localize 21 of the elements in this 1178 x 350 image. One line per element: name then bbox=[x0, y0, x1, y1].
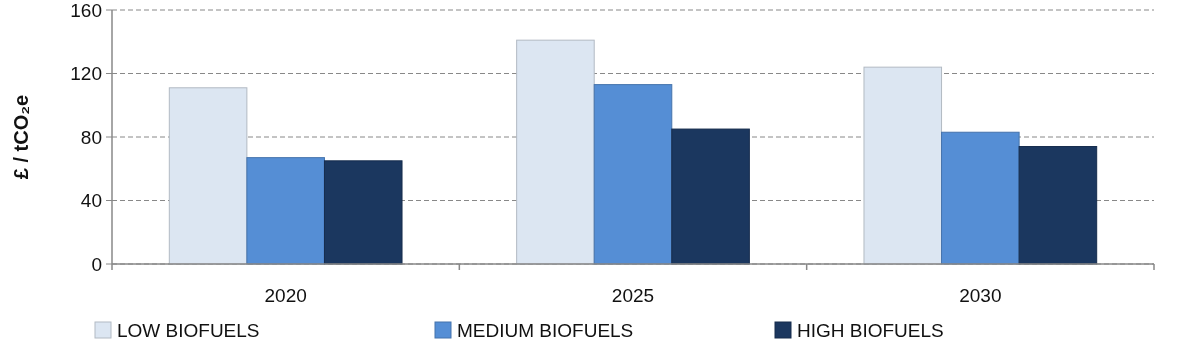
bar bbox=[323, 160, 403, 265]
legend-label: MEDIUM BIOFUELS bbox=[457, 319, 634, 341]
x-tick-label: 2020 bbox=[264, 285, 307, 306]
legend-label: HIGH BIOFUELS bbox=[797, 319, 944, 341]
y-tick-label: 40 bbox=[80, 190, 102, 212]
bar bbox=[516, 39, 595, 265]
y-axis-title: £ / tCO₂e bbox=[10, 94, 32, 180]
y-tick-label: 80 bbox=[80, 126, 102, 148]
y-tick-label: 120 bbox=[70, 63, 102, 85]
bar bbox=[671, 128, 750, 265]
bar bbox=[1018, 146, 1098, 265]
bar bbox=[863, 66, 943, 265]
bar bbox=[168, 87, 248, 265]
legend-label: LOW BIOFUELS bbox=[117, 319, 260, 341]
y-tick-label: 0 bbox=[91, 253, 102, 275]
bar bbox=[246, 157, 325, 265]
x-tick-label: 2025 bbox=[611, 285, 655, 306]
bar bbox=[593, 84, 673, 265]
x-tick-label: 2030 bbox=[959, 285, 1002, 306]
y-tick-label: 160 bbox=[70, 0, 102, 21]
bar bbox=[941, 131, 1020, 265]
